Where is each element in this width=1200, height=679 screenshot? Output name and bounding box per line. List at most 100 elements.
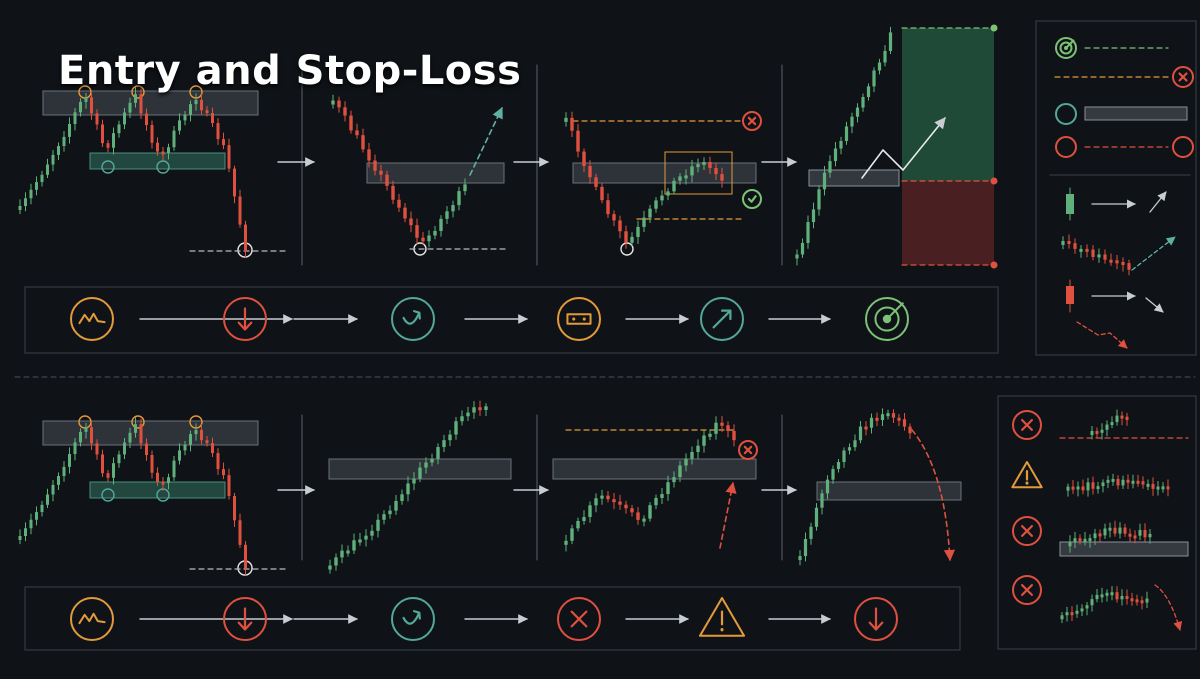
candle xyxy=(430,459,433,463)
candle xyxy=(1073,243,1076,249)
candle xyxy=(795,255,798,259)
legend-drop xyxy=(1077,322,1127,348)
candle xyxy=(167,477,170,483)
candle xyxy=(484,406,487,410)
candle xyxy=(889,32,892,51)
warning-icon xyxy=(700,598,744,636)
candle xyxy=(1117,479,1120,485)
candle xyxy=(96,113,99,124)
candle xyxy=(1077,486,1080,489)
candle xyxy=(1094,533,1097,538)
candle xyxy=(184,115,187,121)
candle xyxy=(334,557,337,565)
candle xyxy=(409,218,412,225)
candle xyxy=(1067,241,1070,244)
candle xyxy=(1106,593,1109,596)
icon-glyph xyxy=(1022,526,1032,536)
candle xyxy=(1067,487,1070,491)
candle xyxy=(448,435,451,441)
candle xyxy=(875,418,878,421)
candle xyxy=(1096,595,1099,599)
candle xyxy=(576,131,579,152)
failure-arrow xyxy=(720,483,733,548)
static-layer xyxy=(15,21,1196,650)
candle xyxy=(211,443,214,453)
target-region xyxy=(902,28,994,181)
candle xyxy=(1142,481,1145,484)
candle xyxy=(41,505,44,512)
candle xyxy=(1127,480,1130,483)
icon-glyph xyxy=(870,609,883,630)
candle xyxy=(442,440,445,447)
icon-glyph xyxy=(745,447,751,453)
candle xyxy=(881,414,884,420)
candle xyxy=(636,512,639,520)
icon-glyph xyxy=(1180,74,1187,81)
candle xyxy=(79,102,82,112)
candle xyxy=(30,520,33,528)
cross-icon xyxy=(1173,67,1193,87)
candle xyxy=(57,146,60,155)
candle xyxy=(1089,538,1092,541)
candle xyxy=(897,418,900,421)
candle xyxy=(1071,612,1074,615)
rebound-arrow-icon xyxy=(392,598,434,640)
candle xyxy=(63,137,66,146)
candle xyxy=(1091,431,1094,435)
candle xyxy=(217,123,220,139)
cross-icon xyxy=(1013,411,1041,439)
candle xyxy=(812,209,815,222)
candle xyxy=(666,191,669,195)
candle xyxy=(672,477,675,482)
candle xyxy=(376,520,379,531)
candle xyxy=(112,133,115,148)
candle xyxy=(1167,486,1170,489)
candle xyxy=(151,125,154,143)
candle xyxy=(123,443,126,455)
candle xyxy=(68,124,71,137)
low-marker xyxy=(621,243,633,255)
candle xyxy=(594,498,597,505)
candle xyxy=(1139,530,1142,536)
candle xyxy=(726,425,729,431)
candle xyxy=(397,200,400,208)
candle xyxy=(1061,615,1064,619)
candle xyxy=(391,186,394,200)
candle xyxy=(433,231,436,236)
candle xyxy=(618,220,621,231)
candle xyxy=(90,427,93,443)
candle xyxy=(24,198,27,206)
icon-glyph xyxy=(749,118,755,124)
candle xyxy=(189,434,192,445)
candle xyxy=(1126,596,1129,599)
candle xyxy=(385,175,388,186)
rebound-arrow-icon xyxy=(392,298,434,340)
candle xyxy=(826,480,829,494)
candle xyxy=(648,505,651,518)
candle xyxy=(101,124,104,143)
candle xyxy=(200,100,203,110)
candle xyxy=(1129,534,1132,537)
candle xyxy=(660,494,663,498)
target-dot xyxy=(991,25,997,31)
candle xyxy=(340,551,343,558)
candle xyxy=(624,505,627,509)
up-arrow-icon xyxy=(701,298,743,340)
teal-circle-icon xyxy=(1056,104,1076,124)
candle xyxy=(211,113,214,123)
candle xyxy=(30,190,33,198)
candle xyxy=(1149,534,1152,537)
candle xyxy=(228,145,231,168)
candle xyxy=(892,413,895,418)
teal-circle-icon-ring xyxy=(1056,104,1076,124)
triple-top-icon xyxy=(71,298,113,340)
candle xyxy=(1084,539,1087,542)
legend-drop xyxy=(1155,585,1180,630)
triple-top-icon-ring xyxy=(71,298,113,340)
icon-glyph xyxy=(1022,585,1032,595)
candle xyxy=(1121,596,1124,599)
candle xyxy=(908,427,911,434)
candle xyxy=(57,476,60,485)
stop-region xyxy=(902,181,994,265)
